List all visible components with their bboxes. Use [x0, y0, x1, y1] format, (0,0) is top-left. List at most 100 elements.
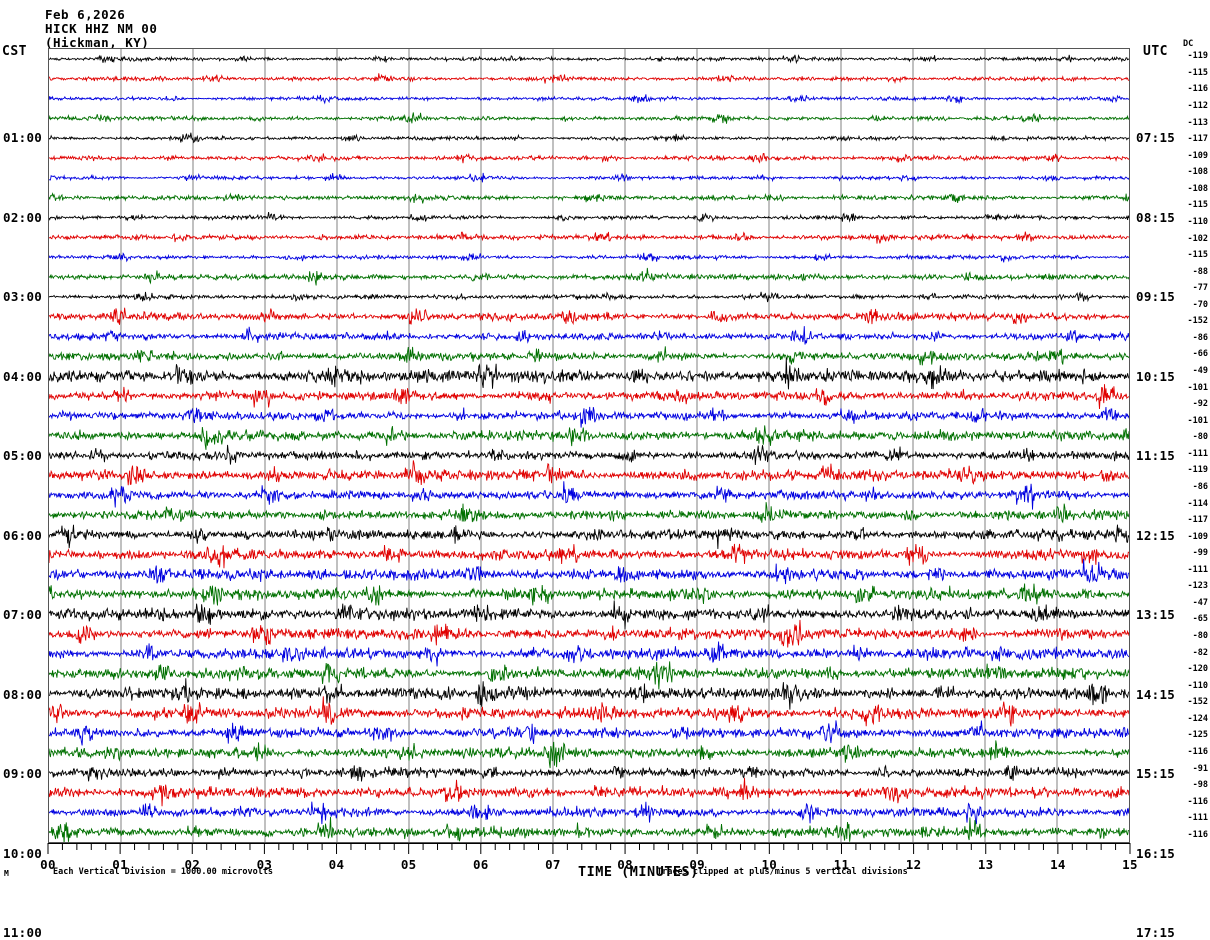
dc-value: -99	[1192, 548, 1208, 559]
dc-value: -49	[1192, 366, 1208, 376]
trace-row	[49, 619, 1129, 648]
dc-value: -152	[1187, 697, 1208, 708]
dc-value: -101	[1187, 415, 1208, 426]
dc-value: -119	[1187, 51, 1208, 62]
dc-value: -116	[1187, 84, 1208, 95]
dc-value: -111	[1187, 564, 1208, 575]
utc-time-label: 17:15	[1136, 925, 1176, 940]
axis-label-dc: DC	[1183, 39, 1194, 49]
trace-row	[49, 326, 1129, 345]
trace-row	[49, 444, 1129, 465]
dc-value: -120	[1187, 664, 1208, 675]
clip-note: Traces clipped at plus/minus 5 vertical …	[657, 867, 908, 877]
dc-value: -86	[1192, 332, 1208, 343]
dc-value: -119	[1187, 465, 1208, 476]
dc-value: -109	[1187, 150, 1208, 161]
trace-row	[49, 740, 1129, 769]
x-tick-label: 03	[256, 857, 273, 872]
trace-row	[49, 357, 1129, 390]
dc-value: -152	[1187, 316, 1208, 327]
x-tick-label: 11	[833, 857, 850, 872]
trace-row	[49, 764, 1129, 782]
axis-label-utc: UTC	[1143, 44, 1168, 59]
dc-value: -108	[1187, 183, 1208, 194]
utc-time-label: 07:15	[1136, 130, 1176, 146]
dc-value: -102	[1187, 233, 1208, 244]
trace-row	[49, 641, 1129, 667]
trace-row	[49, 172, 1129, 183]
trace-row	[49, 307, 1129, 326]
cst-time-label: 07:00	[3, 607, 43, 623]
trace-row	[49, 425, 1129, 450]
x-tick-label: 01	[112, 857, 128, 872]
cst-time-label: 03:00	[3, 289, 43, 305]
dc-value: -115	[1187, 250, 1208, 260]
utc-time-label: 09:15	[1136, 289, 1176, 305]
dc-value: -82	[1192, 647, 1208, 658]
dc-value: -47	[1192, 597, 1208, 608]
scale-note: Each Vertical Division = 1000.00 microvo…	[53, 867, 274, 877]
utc-time-label: 15:15	[1136, 766, 1176, 782]
x-tick-label: 10	[761, 857, 778, 872]
grid-lines	[120, 49, 1058, 842]
dc-value: -115	[1187, 200, 1208, 211]
trace-row	[49, 460, 1129, 486]
trace-row	[49, 406, 1129, 428]
dc-value: -111	[1187, 813, 1208, 824]
trace-row	[49, 231, 1129, 244]
x-tick-label: 08	[617, 857, 633, 872]
dc-value: -77	[1192, 283, 1208, 294]
cst-time-label: 06:00	[3, 527, 43, 543]
trace-row	[49, 291, 1129, 303]
dc-value: -91	[1192, 763, 1208, 774]
utc-time-label: 12:15	[1136, 527, 1176, 543]
x-tick-label: 05	[400, 857, 417, 872]
dc-value: -88	[1192, 266, 1208, 277]
dc-value: -109	[1187, 531, 1208, 542]
trace-row	[49, 346, 1129, 366]
cst-time-label: 09:00	[3, 766, 43, 782]
x-tick-label: 04	[328, 857, 345, 872]
x-tick-label: 09	[689, 857, 706, 872]
x-tick-label: 00	[40, 857, 56, 872]
dc-value: -113	[1187, 117, 1208, 128]
dc-value: -115	[1187, 67, 1208, 78]
trace-row	[49, 132, 1129, 144]
trace-row	[49, 73, 1129, 85]
trace-row	[49, 583, 1129, 606]
trace-row	[49, 54, 1129, 65]
axis-label-cst: CST	[2, 44, 27, 59]
dc-value: -116	[1187, 746, 1208, 757]
dc-value: -101	[1187, 382, 1208, 393]
dc-value: -111	[1187, 448, 1208, 459]
dc-value: -116	[1187, 829, 1208, 840]
x-tick-label: 06	[472, 857, 489, 872]
trace-row	[49, 384, 1129, 409]
header-date: Feb 6,2026	[45, 7, 126, 22]
corner-mark: M	[4, 869, 9, 878]
dc-value: -125	[1187, 730, 1208, 741]
dc-value: -110	[1187, 680, 1208, 691]
trace-row	[49, 112, 1129, 124]
x-tick-label: 15	[1122, 857, 1138, 872]
dc-value: -66	[1192, 349, 1208, 360]
seismogram-plot[interactable]	[48, 48, 1130, 843]
x-tick-label: 02	[184, 857, 201, 872]
dc-value: -123	[1187, 581, 1208, 592]
utc-time-label: 16:15	[1136, 845, 1176, 861]
utc-time-label: 14:15	[1136, 686, 1176, 702]
dc-value: -98	[1192, 780, 1208, 790]
trace-row	[49, 211, 1129, 223]
cst-time-label: 04:00	[3, 368, 43, 384]
dc-value: -80	[1192, 432, 1208, 443]
header-station: HICK HHZ NM 00	[45, 21, 158, 36]
x-tick-label: 07	[545, 857, 561, 872]
dc-value: -110	[1187, 216, 1208, 227]
cst-time-label: 05:00	[3, 448, 43, 464]
trace-row	[49, 94, 1129, 105]
dc-value: -116	[1187, 796, 1208, 807]
trace-row	[49, 481, 1129, 510]
dc-value: -114	[1187, 498, 1208, 509]
trace-row	[49, 543, 1129, 569]
trace-row	[49, 524, 1129, 549]
